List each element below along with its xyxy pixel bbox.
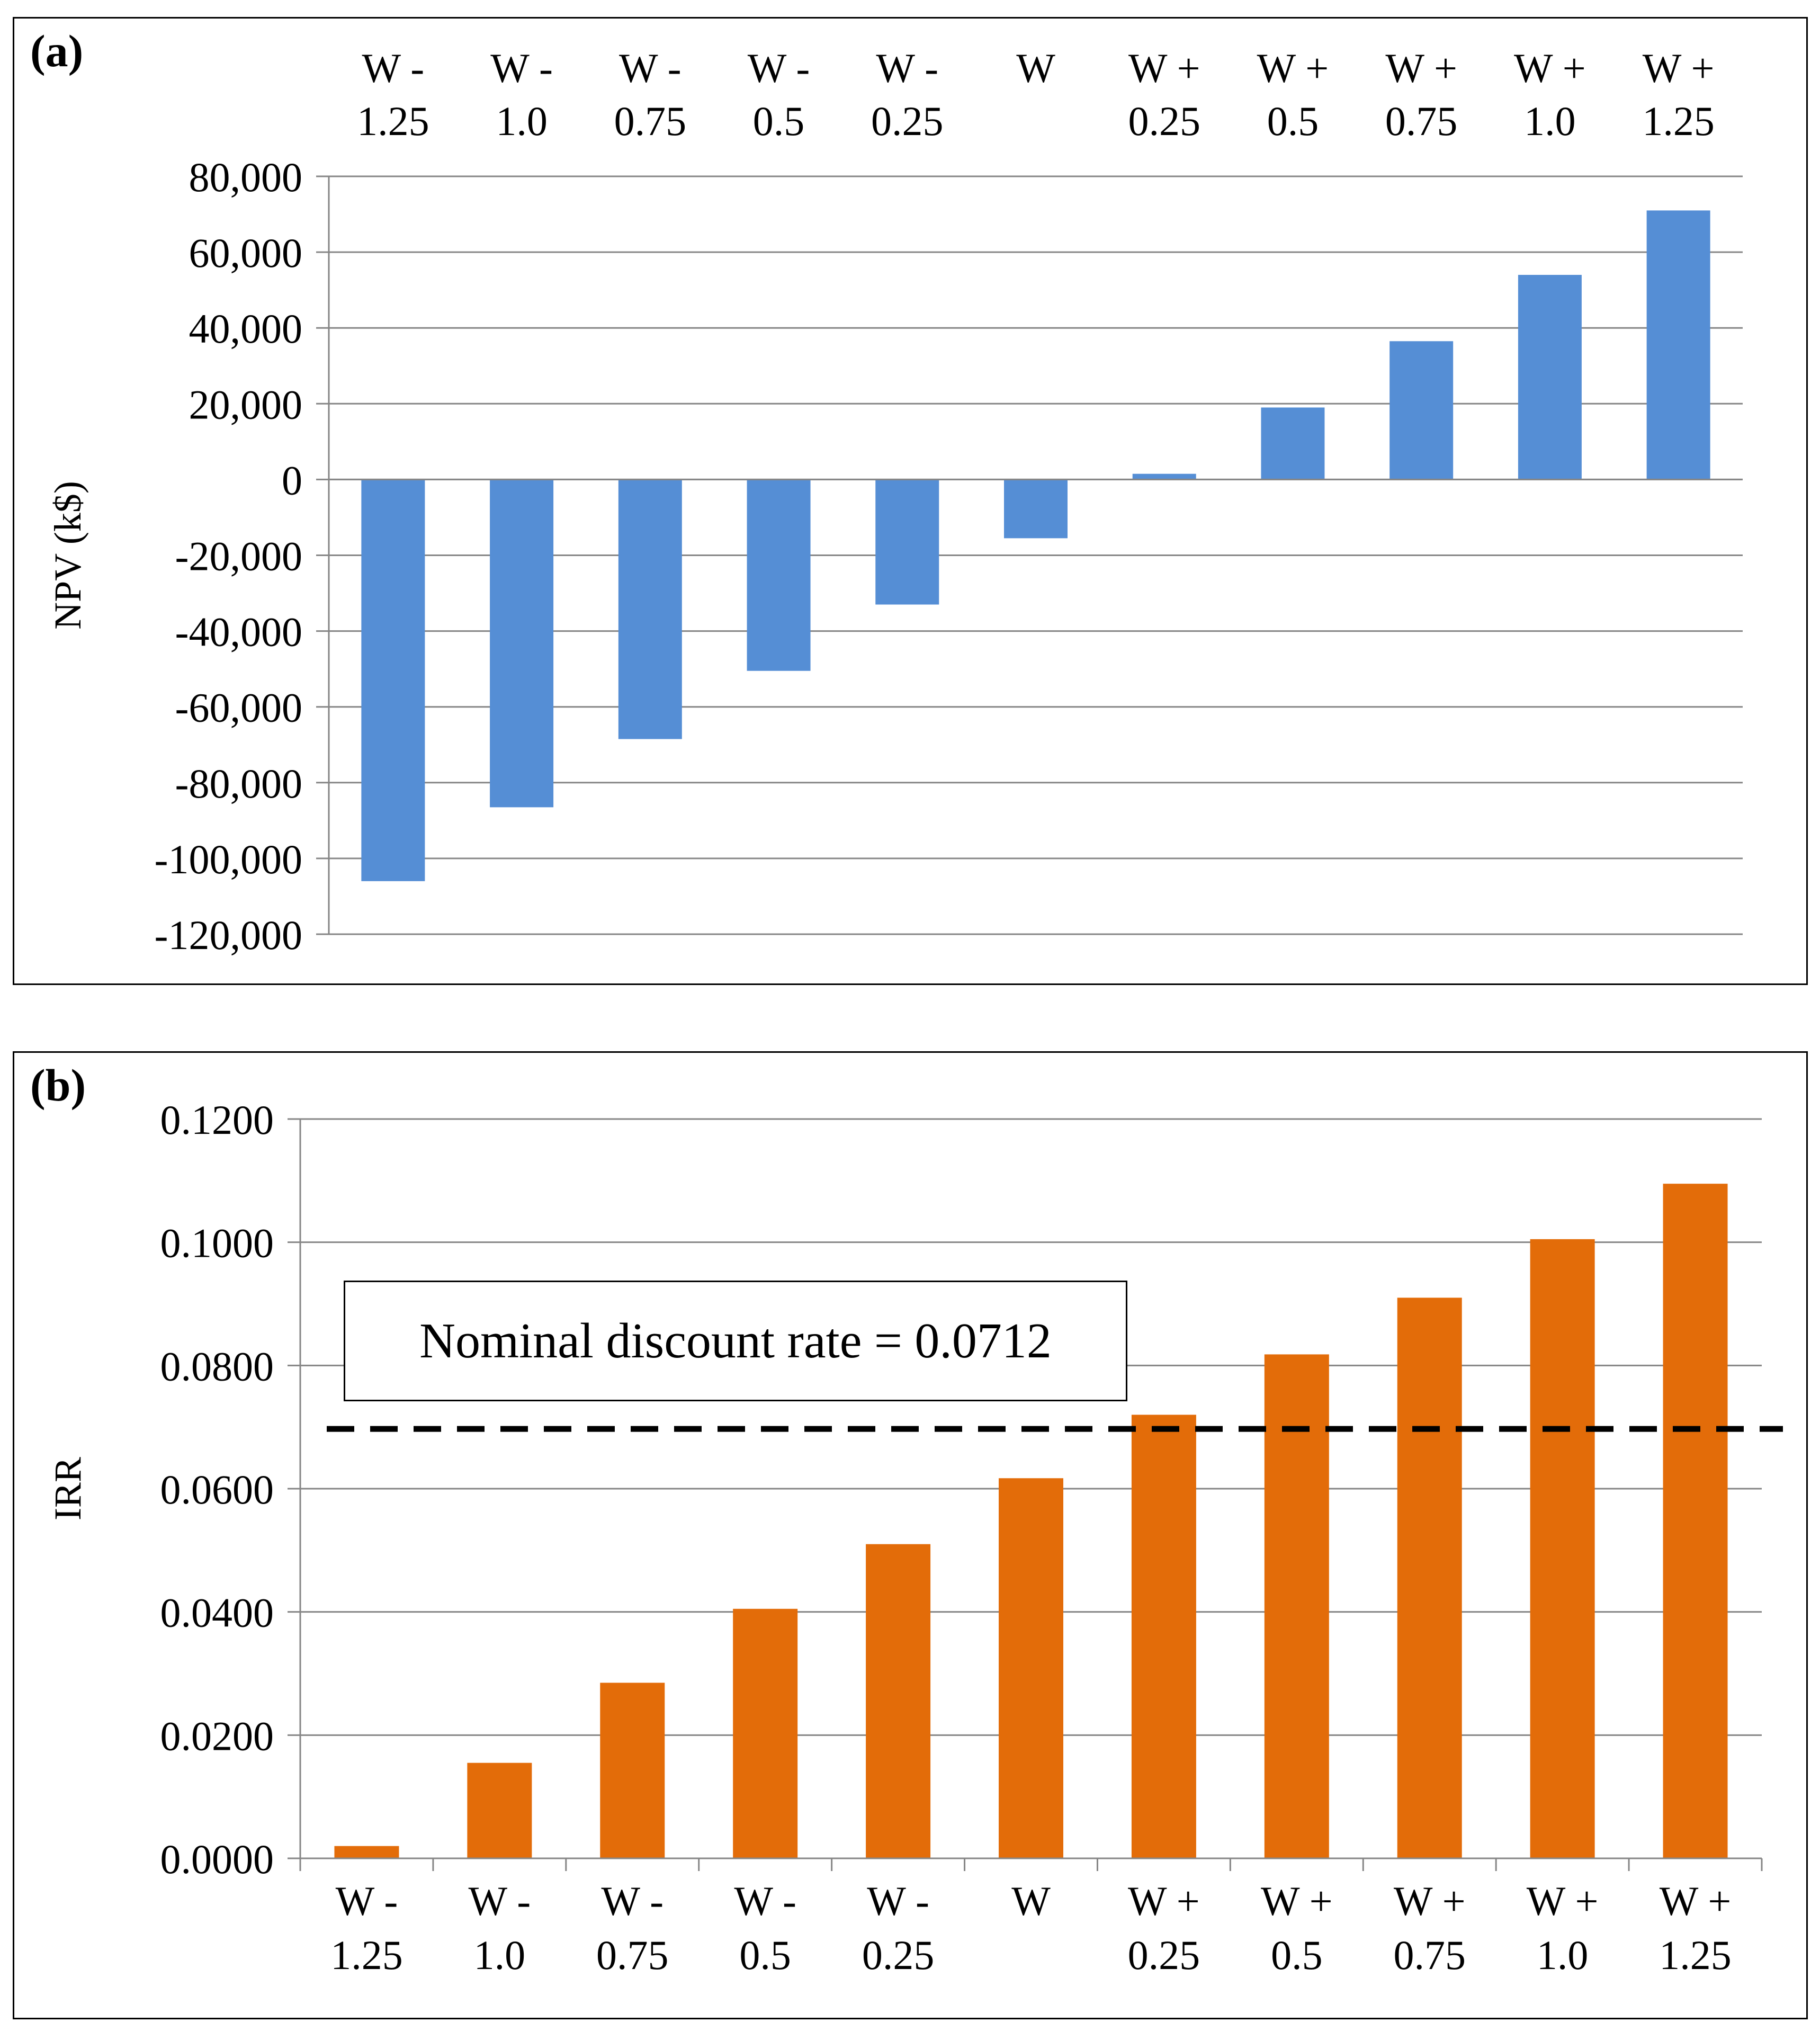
npv-chart-panel: (a) 80,000 60,000 40,000 20,000 0 -20,000 -40,… bbox=[13, 17, 1808, 985]
y-tick-label: -60,000 bbox=[175, 685, 302, 731]
category-label: W - bbox=[734, 1878, 796, 1924]
bar bbox=[618, 479, 682, 739]
category-label: 1.0 bbox=[496, 98, 548, 144]
category-label: 1.25 bbox=[1659, 1932, 1732, 1978]
bar bbox=[1389, 341, 1454, 480]
category-label: W bbox=[1011, 1878, 1051, 1924]
bar bbox=[1397, 1298, 1462, 1858]
category-label: W - bbox=[362, 45, 425, 91]
y-tick-label: 40,000 bbox=[189, 306, 303, 352]
category-label: W bbox=[1016, 45, 1055, 91]
category-label: W + bbox=[1128, 1878, 1200, 1924]
category-label: W - bbox=[748, 45, 810, 91]
y-tick-label: -40,000 bbox=[175, 609, 302, 655]
y-tick-label: 0.0600 bbox=[160, 1466, 274, 1513]
category-label: W - bbox=[876, 45, 938, 91]
y-tick-label: -120,000 bbox=[155, 912, 302, 958]
category-label: W + bbox=[1261, 1878, 1333, 1924]
bar bbox=[1004, 479, 1068, 539]
bar bbox=[1131, 1415, 1196, 1858]
category-label: W - bbox=[490, 45, 553, 91]
y-tick-label: 0.0200 bbox=[160, 1713, 274, 1759]
bar bbox=[1646, 210, 1710, 480]
bar bbox=[490, 479, 554, 808]
discount-rate-annotation: Nominal discount rate = 0.0712 bbox=[344, 1281, 1127, 1401]
npv-chart: 80,000 60,000 40,000 20,000 0 -20,000 -40,000 -… bbox=[47, 45, 1743, 958]
category-label: 1.25 bbox=[1642, 98, 1715, 144]
category-label: 0.5 bbox=[1267, 98, 1319, 144]
y-tick-label: 0.0400 bbox=[160, 1590, 274, 1636]
y-tick-label: 20,000 bbox=[189, 381, 303, 427]
category-label: 0.5 bbox=[753, 98, 805, 144]
category-label: W - bbox=[867, 1878, 929, 1924]
y-tick-label: 0 bbox=[282, 457, 302, 503]
y-tick-label: -80,000 bbox=[175, 760, 302, 807]
bar bbox=[1132, 473, 1196, 480]
category-label: 0.25 bbox=[1128, 98, 1200, 144]
category-label: W + bbox=[1660, 1878, 1732, 1924]
bar bbox=[1518, 275, 1582, 480]
category-label: 0.5 bbox=[1271, 1932, 1323, 1978]
category-label: W - bbox=[336, 1878, 398, 1924]
category-label: 0.75 bbox=[614, 98, 687, 144]
category-label: W - bbox=[469, 1878, 531, 1924]
bar bbox=[747, 479, 811, 671]
bar bbox=[1663, 1184, 1728, 1858]
bar bbox=[999, 1478, 1063, 1858]
y-tick-label: 0.0800 bbox=[160, 1343, 274, 1389]
category-label: 1.25 bbox=[357, 98, 429, 144]
bar bbox=[875, 479, 939, 605]
category-label: 0.25 bbox=[862, 1932, 935, 1978]
bar bbox=[334, 1846, 399, 1858]
category-label: 0.25 bbox=[1128, 1932, 1200, 1978]
category-label: W - bbox=[601, 1878, 664, 1924]
category-label: W + bbox=[1514, 45, 1586, 91]
category-label: W + bbox=[1385, 45, 1457, 91]
bar bbox=[467, 1762, 532, 1858]
category-label: W + bbox=[1394, 1878, 1466, 1924]
bar bbox=[866, 1544, 931, 1858]
y-tick-label: -100,000 bbox=[155, 836, 302, 882]
y-tick-label: 80,000 bbox=[189, 154, 303, 200]
bar bbox=[600, 1683, 665, 1858]
irr-chart: 0.1200 0.1000 0.0800 0.0600 0.0400 0.0200 0.00… bbox=[47, 1097, 1783, 1978]
y-tick-label: 0.1200 bbox=[160, 1097, 274, 1143]
irr-chart-panel: (b) 0.1200 0.1000 0.0800 0.0600 0.0400 0.0200… bbox=[13, 1051, 1808, 2019]
bar bbox=[361, 479, 425, 881]
bar bbox=[733, 1608, 798, 1858]
y-tick-label: 0.1000 bbox=[160, 1220, 274, 1266]
category-label: 0.5 bbox=[739, 1932, 791, 1978]
y-tick-label: -20,000 bbox=[175, 533, 302, 579]
category-label: W + bbox=[1128, 45, 1200, 91]
category-label: W - bbox=[619, 45, 682, 91]
bar bbox=[1530, 1239, 1595, 1858]
category-label: W + bbox=[1257, 45, 1329, 91]
y-axis-title: IRR bbox=[47, 1457, 89, 1520]
category-label: 0.75 bbox=[596, 1932, 669, 1978]
category-label: 0.25 bbox=[871, 98, 944, 144]
category-label: 1.0 bbox=[474, 1932, 526, 1978]
y-tick-label: 60,000 bbox=[189, 230, 303, 276]
panel-b-label: (b) bbox=[30, 1060, 86, 1111]
y-tick-label: 0.0000 bbox=[160, 1836, 274, 1882]
y-axis-title: NPV (k$) bbox=[47, 481, 89, 630]
category-label: 1.0 bbox=[1537, 1932, 1589, 1978]
category-label: W + bbox=[1527, 1878, 1599, 1924]
bar bbox=[1261, 407, 1325, 480]
category-label: 1.25 bbox=[330, 1932, 403, 1978]
panel-a-label: (a) bbox=[30, 25, 84, 76]
category-label: 1.0 bbox=[1524, 98, 1576, 144]
category-label: 0.75 bbox=[1393, 1932, 1466, 1978]
category-label: 0.75 bbox=[1385, 98, 1458, 144]
bar bbox=[1264, 1354, 1329, 1858]
category-label: W + bbox=[1643, 45, 1715, 91]
